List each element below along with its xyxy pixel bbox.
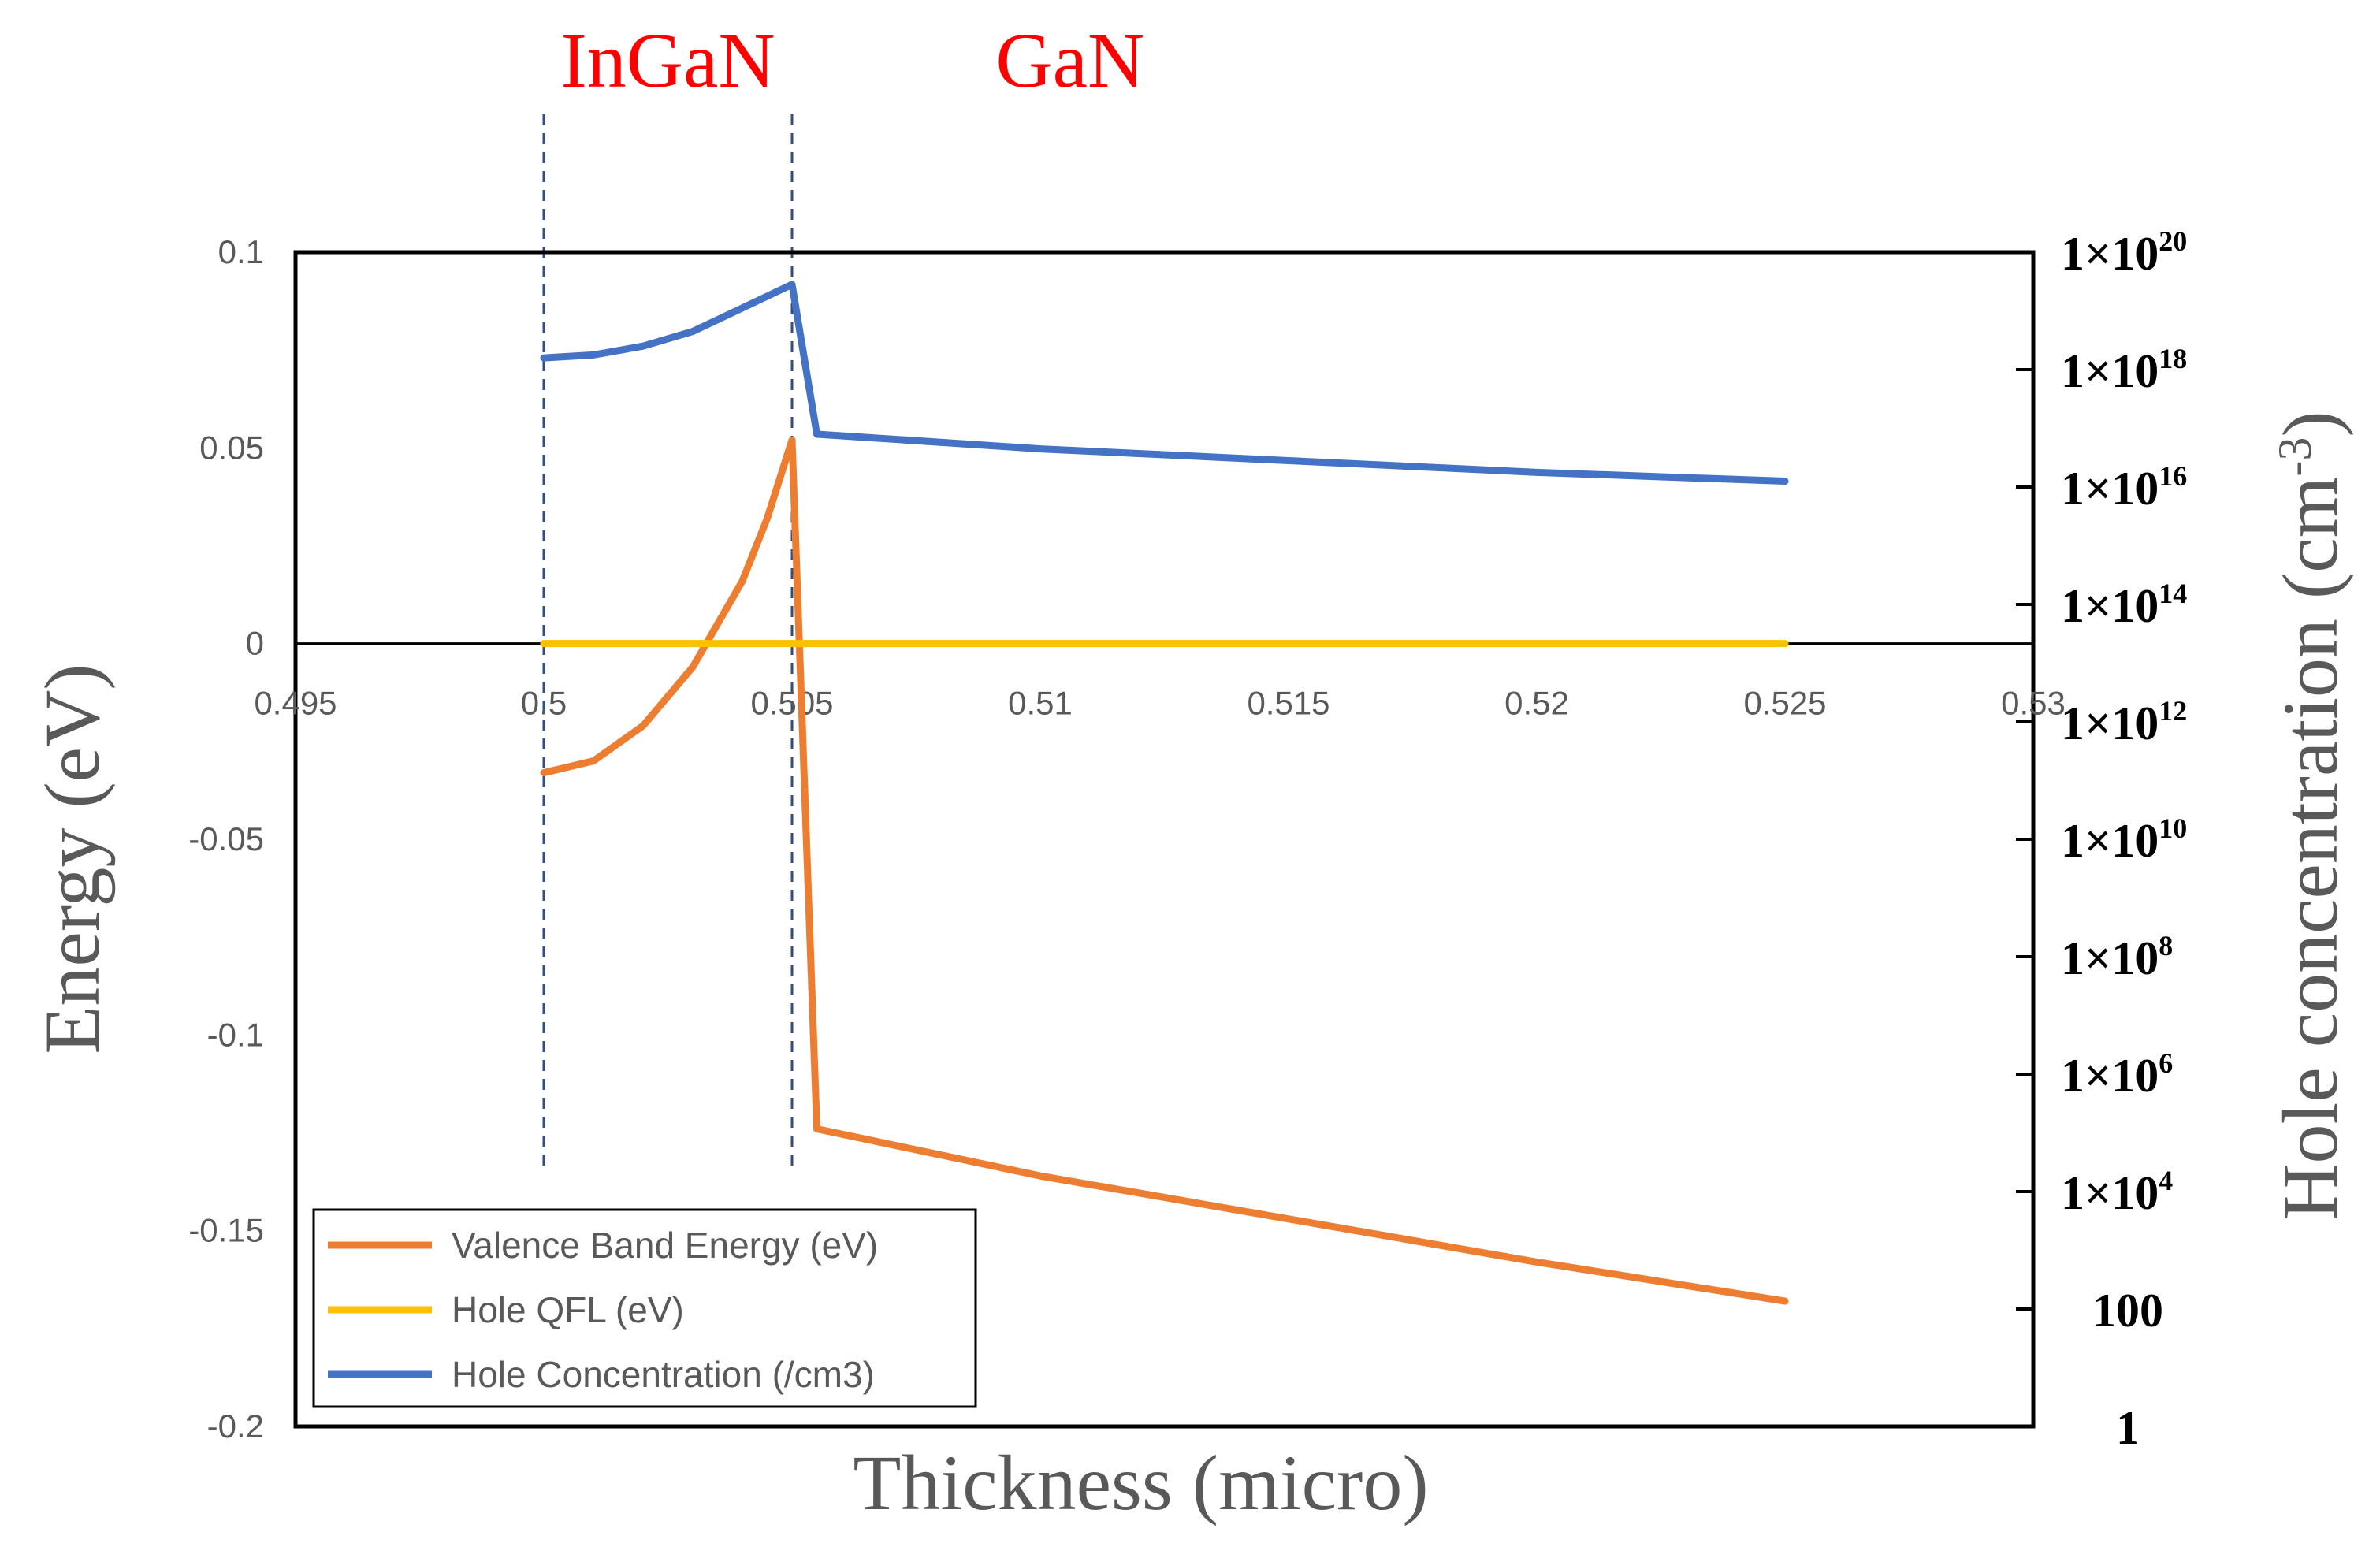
x-tick-label: 0.5 [521,685,567,722]
y-right-tick-label: 1×108 [2061,930,2173,984]
region-label: InGaN [560,17,775,104]
series-line-3 [540,281,1789,485]
y-left-tick-label: -0.2 [207,1407,264,1445]
x-axis-ticks: 0.495 0.5 0.505 0.51 0.515 0.52 0.525 0.53 [254,685,2065,722]
y-right-tick-label: 1×106 [2061,1047,2173,1102]
x-tick-label: 0.51 [1008,685,1073,722]
y-left-tick-label: 0.1 [218,233,264,270]
y-left-tick-label: -0.15 [188,1212,264,1249]
series-line-1 [540,436,1789,1305]
legend-label: Valence Band Energy (eV) [452,1225,878,1266]
x-tick-label: 0.505 [750,685,833,722]
y-right-tick-label: 1×1014 [2061,578,2187,632]
y-right-tick-label: 1×1010 [2061,812,2187,867]
y-left-tick-label: -0.05 [188,820,264,857]
x-tick-label: 0.515 [1247,685,1329,722]
legend-label: Hole Concentration (/cm3) [452,1354,875,1395]
y-left-tick-label: 0 [246,625,264,662]
x-axis-title: Thickness (micro) [853,1439,1428,1526]
series-lines [540,281,1789,1305]
y-right-tick-label: 1×1020 [2061,225,2187,280]
y-right-axis-title-main: Hole concentration (cm [2267,477,2354,1221]
x-tick-label: 0.525 [1743,685,1826,722]
y-right-tick-label: 1×1012 [2061,695,2187,749]
x-tick-label: 0.52 [1504,685,1569,722]
y-right-axis-title-sup: -3 [2269,437,2321,477]
y-right-tick-label: 1×1016 [2061,460,2187,515]
legend-label: Hole QFL (eV) [452,1289,684,1330]
y-right-tick-label: 1×1018 [2061,343,2187,397]
region-label: GaN [995,17,1144,104]
y-left-axis-title: Energy (eV) [28,664,116,1054]
y-right-axis-title: Hole concentration (cm-3) [2267,411,2354,1220]
x-tick-label: 0.53 [2001,685,2066,722]
y-right-axis-ticks: 1×1020 1×1018 1×1016 1×1014 1×1012 1×1010 1×10… [2016,225,2187,1454]
y-left-tick-label: -0.1 [207,1016,264,1053]
y-left-tick-label: 0.05 [199,429,264,466]
y-right-tick-label: 1×104 [2061,1165,2173,1219]
y-right-tick-label: 1 [2116,1402,2140,1454]
y-right-axis-title-end: ) [2267,411,2354,437]
region-labels: InGaN GaN [560,17,1144,104]
y-right-tick-label: 100 [2092,1285,2163,1337]
y-left-axis-ticks: 0.1 0.05 0 -0.05 -0.1 -0.15 -0.2 [188,233,264,1445]
legend: Valence Band Energy (eV) Hole QFL (eV) Hol… [312,1208,977,1408]
x-tick-label: 0.495 [254,685,337,722]
